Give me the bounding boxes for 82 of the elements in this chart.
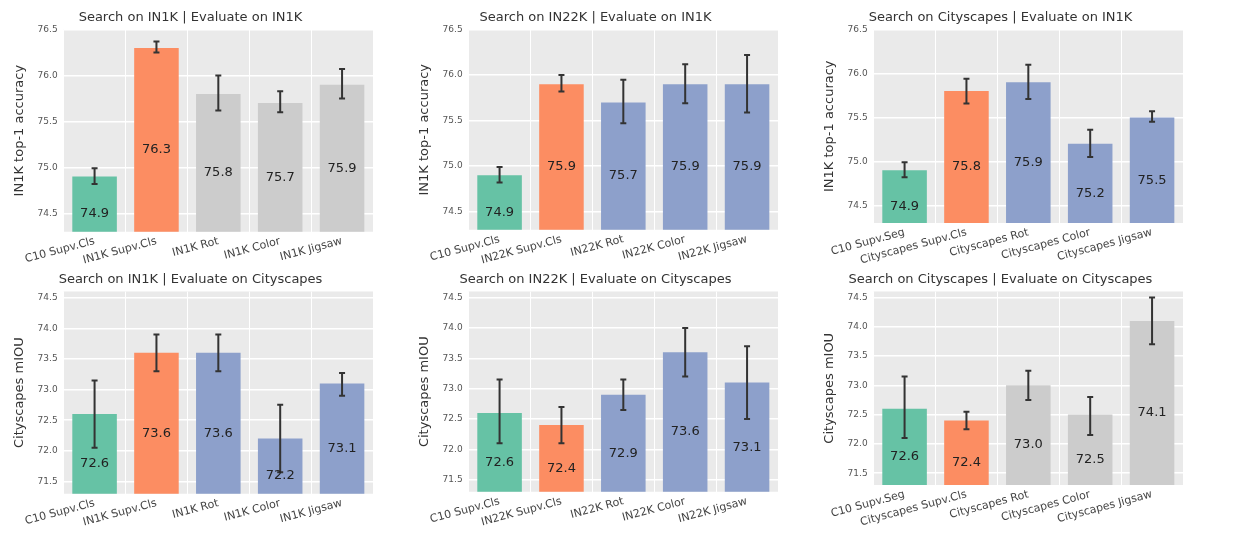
- y-tick-label: 74.5: [37, 292, 58, 303]
- y-tick-label: 73.0: [37, 383, 58, 394]
- y-axis-title: IN1K top-1 accuracy: [11, 64, 27, 197]
- y-tick-label: 74.5: [442, 205, 463, 216]
- y-tick-label: 76.5: [442, 23, 463, 34]
- y-axis-title: Cityscapes mIOU: [821, 332, 837, 444]
- y-tick-label: 73.5: [442, 352, 463, 363]
- data-label: 72.6: [890, 448, 920, 464]
- y-tick-label: 74.5: [37, 207, 58, 218]
- data-label: 72.4: [951, 454, 981, 470]
- data-label: 72.4: [546, 459, 576, 475]
- chart-title: Search on IN1K | Evaluate on IN1K: [78, 9, 303, 25]
- data-label: 73.1: [732, 438, 762, 454]
- data-label: 72.5: [1075, 451, 1105, 467]
- y-tick-label: 73.5: [37, 353, 58, 364]
- y-axis-title: Cityscapes mIOU: [416, 336, 432, 448]
- data-label: 75.8: [951, 158, 981, 174]
- x-tick-label: IN1K Jigsaw: [278, 496, 344, 526]
- data-label: 76.3: [141, 141, 171, 157]
- y-tick-label: 73.0: [847, 379, 868, 390]
- y-tick-label: 76.0: [37, 69, 58, 80]
- data-label: 74.9: [890, 197, 920, 213]
- y-tick-label: 75.5: [847, 111, 868, 122]
- data-label: 75.9: [732, 158, 762, 174]
- data-label: 73.6: [203, 424, 233, 440]
- y-tick-label: 71.5: [847, 467, 868, 478]
- y-axis-title: IN1K top-1 accuracy: [821, 60, 837, 193]
- y-tick-label: 74.5: [847, 291, 868, 302]
- data-label: 75.8: [203, 164, 233, 180]
- chart-title: Search on IN1K | Evaluate on Cityscapes: [58, 271, 323, 287]
- data-label: 72.2: [265, 467, 295, 483]
- data-label: 75.9: [670, 158, 700, 174]
- y-axis-title: IN1K top-1 accuracy: [416, 63, 432, 196]
- data-label: 75.7: [265, 168, 295, 184]
- data-label: 72.9: [608, 444, 638, 460]
- y-tick-label: 71.5: [442, 474, 463, 485]
- data-label: 72.6: [485, 453, 515, 469]
- y-tick-label: 74.5: [442, 292, 463, 303]
- data-label: 73.1: [327, 439, 357, 455]
- data-label: 75.2: [1075, 184, 1105, 200]
- y-tick-label: 72.0: [37, 445, 58, 456]
- y-tick-label: 73.0: [442, 383, 463, 394]
- y-tick-label: 72.5: [442, 413, 463, 424]
- chart-title: Search on Cityscapes | Evaluate on IN1K: [868, 9, 1133, 25]
- y-tick-label: 72.5: [847, 408, 868, 419]
- chart-title: Search on IN22K | Evaluate on IN1K: [479, 9, 712, 25]
- data-label: 72.6: [80, 455, 110, 471]
- chart-title: Search on IN22K | Evaluate on Cityscapes: [459, 271, 732, 287]
- data-label: 73.6: [141, 424, 171, 440]
- y-axis-title: Cityscapes mIOU: [11, 337, 27, 449]
- data-label: 75.9: [327, 159, 357, 175]
- y-tick-label: 72.5: [37, 414, 58, 425]
- y-tick-label: 76.0: [847, 67, 868, 78]
- data-label: 75.7: [608, 167, 638, 183]
- y-tick-label: 76.5: [847, 23, 868, 34]
- y-tick-label: 74.0: [847, 321, 868, 332]
- y-tick-label: 76.0: [442, 69, 463, 80]
- y-tick-label: 72.0: [847, 438, 868, 449]
- data-label: 73.0: [1013, 436, 1043, 452]
- data-label: 73.6: [670, 423, 700, 439]
- data-label: 74.9: [80, 205, 110, 221]
- y-tick-label: 72.0: [442, 443, 463, 454]
- y-tick-label: 74.0: [442, 322, 463, 333]
- y-tick-label: 76.5: [37, 23, 58, 34]
- y-tick-label: 75.5: [442, 114, 463, 125]
- y-tick-label: 75.0: [37, 161, 58, 172]
- chart-title: Search on Cityscapes | Evaluate on Cityscapes: [848, 271, 1153, 287]
- y-tick-label: 75.5: [37, 115, 58, 126]
- data-label: 75.9: [546, 158, 576, 174]
- y-tick-label: 74.5: [847, 199, 868, 210]
- data-label: 74.1: [1137, 404, 1167, 420]
- x-tick-label: IN1K Rot: [170, 233, 221, 259]
- y-tick-label: 71.5: [37, 475, 58, 486]
- x-tick-label: IN1K Jigsaw: [278, 234, 344, 264]
- y-tick-label: 73.5: [847, 350, 868, 361]
- data-label: 74.9: [485, 203, 515, 219]
- data-label: 75.9: [1013, 153, 1043, 169]
- data-label: 75.5: [1137, 171, 1167, 187]
- y-tick-label: 75.0: [442, 160, 463, 171]
- y-tick-label: 75.0: [847, 155, 868, 166]
- x-tick-label: IN1K Rot: [170, 495, 221, 521]
- y-tick-label: 74.0: [37, 322, 58, 333]
